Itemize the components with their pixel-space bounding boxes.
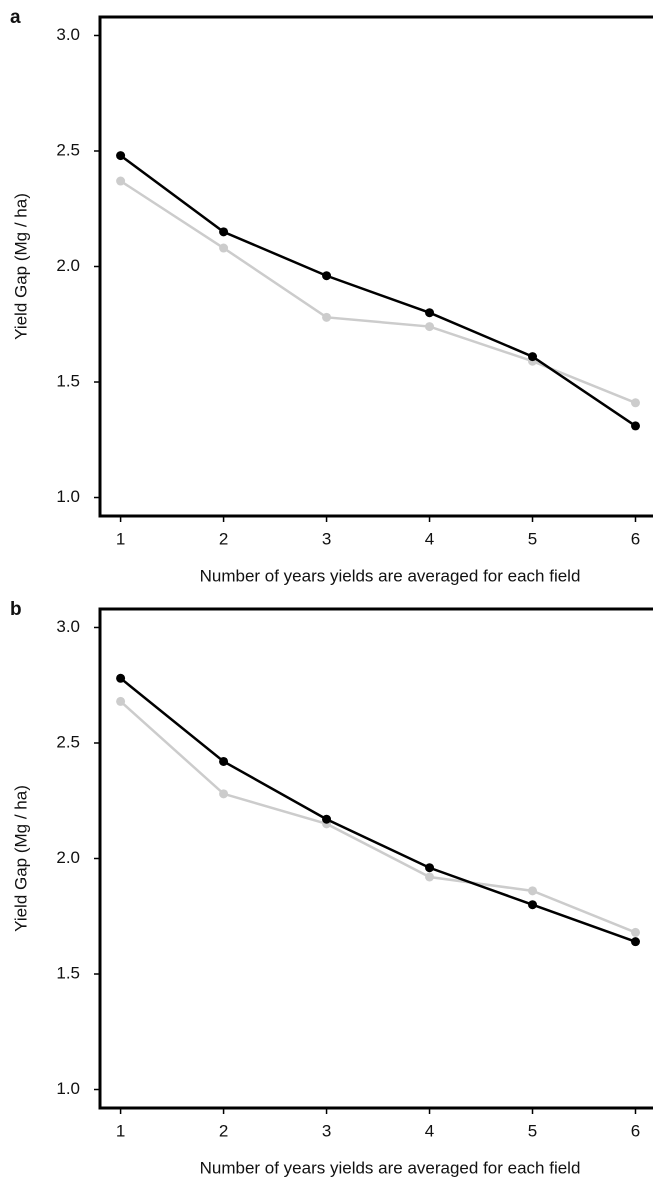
data-point — [322, 814, 332, 824]
data-point — [116, 696, 126, 706]
x-tick-label: 1 — [116, 1121, 125, 1140]
data-point — [219, 243, 229, 253]
data-point — [630, 927, 640, 937]
y-tick-label: 1.0 — [56, 1079, 80, 1098]
data-point — [219, 756, 229, 766]
y-tick-label: 1.5 — [56, 963, 80, 982]
data-point — [528, 352, 538, 362]
x-axis-label: Number of years yields are averaged for … — [200, 1158, 581, 1177]
data-point — [322, 312, 332, 322]
x-tick-label: 3 — [322, 1121, 331, 1140]
data-point — [219, 227, 229, 237]
data-point — [528, 900, 538, 910]
panel-label: a — [10, 7, 21, 28]
data-point — [425, 863, 435, 873]
x-tick-label: 5 — [528, 1121, 537, 1140]
data-point — [116, 151, 126, 161]
y-tick-label: 1.5 — [56, 371, 80, 390]
y-tick-label: 2.5 — [56, 140, 80, 159]
panel-label: b — [10, 599, 22, 620]
data-point — [630, 398, 640, 408]
x-tick-label: 3 — [322, 529, 331, 548]
plot-frame — [98, 607, 653, 1110]
data-point — [219, 789, 229, 799]
x-tick-label: 1 — [116, 529, 125, 548]
x-tick-label: 2 — [219, 1121, 228, 1140]
data-point — [116, 673, 126, 683]
x-tick-label: 2 — [219, 529, 228, 548]
x-tick-label: 6 — [631, 1121, 640, 1140]
data-point — [630, 937, 640, 947]
data-point — [425, 308, 435, 318]
data-point — [425, 322, 435, 332]
series-line — [119, 700, 636, 934]
series-line — [119, 154, 637, 427]
data-point — [116, 176, 126, 186]
series-line — [119, 677, 636, 943]
data-point — [425, 872, 435, 882]
y-tick-label: 3.0 — [56, 25, 80, 44]
y-axis-label: Yield Gap (Mg / ha) — [11, 785, 30, 932]
data-point — [528, 886, 538, 896]
plot-frame — [98, 15, 653, 518]
data-point — [322, 271, 332, 281]
data-point — [630, 421, 640, 431]
x-tick-label: 5 — [528, 529, 537, 548]
y-tick-label: 3.0 — [56, 617, 80, 636]
y-axis-label: Yield Gap (Mg / ha) — [11, 193, 30, 340]
x-tick-label: 4 — [425, 1121, 434, 1140]
y-tick-label: 2.0 — [56, 256, 80, 275]
y-tick-label: 1.0 — [56, 487, 80, 506]
x-tick-label: 6 — [631, 529, 640, 548]
y-tick-label: 2.5 — [56, 732, 80, 751]
x-axis-label: Number of years yields are averaged for … — [200, 566, 581, 585]
y-tick-label: 2.0 — [56, 848, 80, 867]
x-tick-label: 4 — [425, 529, 434, 548]
